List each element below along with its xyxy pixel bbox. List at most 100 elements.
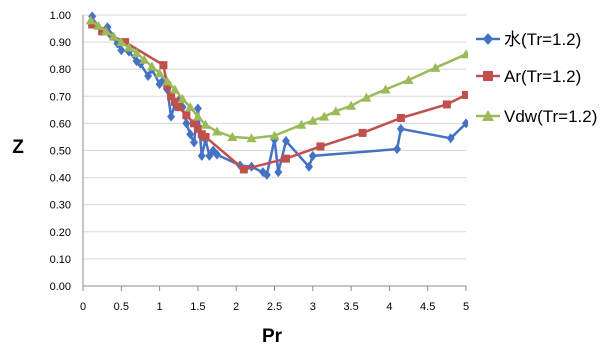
- data-point: [205, 150, 214, 161]
- data-point: [170, 97, 179, 106]
- series-3: [85, 15, 468, 143]
- data-point: [174, 103, 183, 112]
- data-point: [274, 167, 283, 178]
- data-point: [308, 150, 317, 161]
- legend-item-3: Vdw(Tr=1.2): [476, 107, 597, 126]
- data-point: [307, 115, 318, 125]
- data-point: [330, 106, 341, 116]
- x-tick-label: 2: [233, 301, 239, 313]
- x-tick-label: 3.5: [343, 301, 358, 313]
- legend-marker: [483, 71, 493, 81]
- x-tick-label: 5: [463, 301, 469, 313]
- y-tick-label: 0.50: [50, 146, 71, 158]
- data-point: [159, 61, 168, 70]
- data-point: [227, 131, 238, 141]
- data-point: [88, 20, 97, 29]
- series-line: [91, 23, 467, 171]
- legend-marker: [483, 33, 493, 45]
- data-point: [144, 70, 153, 81]
- x-tick-label: 1: [157, 301, 163, 313]
- x-tick-label: 0: [80, 301, 86, 313]
- data-point: [167, 111, 176, 122]
- y-tick-label: 0.40: [50, 173, 71, 185]
- data-point: [461, 49, 468, 59]
- legend-label: Ar(Tr=1.2): [504, 67, 581, 86]
- data-point: [169, 84, 180, 94]
- legend-label: Vdw(Tr=1.2): [504, 107, 597, 126]
- data-point: [163, 81, 172, 90]
- legend-marker: [482, 110, 494, 121]
- data-point: [212, 126, 223, 136]
- data-point: [85, 15, 96, 25]
- gridlines: [83, 14, 466, 287]
- data-point: [185, 102, 196, 112]
- data-point: [193, 103, 202, 114]
- data-point: [296, 119, 307, 129]
- y-tick-label: 1.00: [50, 10, 71, 22]
- data-point: [201, 132, 210, 141]
- data-point: [316, 142, 325, 151]
- x-tick-label: 4: [386, 301, 392, 313]
- series-2: [88, 20, 468, 174]
- data-point: [239, 165, 248, 174]
- data-point: [146, 61, 157, 71]
- data-point: [177, 94, 188, 104]
- data-point: [182, 118, 191, 129]
- y-tick-label: 0.20: [50, 227, 71, 239]
- data-point: [462, 90, 468, 99]
- data-point: [100, 26, 111, 36]
- data-point: [380, 84, 391, 94]
- x-axis-title: Pr: [262, 326, 283, 347]
- data-point: [361, 92, 372, 102]
- y-tick-label: 0.30: [50, 200, 71, 212]
- data-point: [139, 54, 150, 64]
- data-point: [162, 76, 173, 86]
- data-point: [154, 68, 165, 78]
- data-point: [190, 119, 199, 128]
- data-point: [281, 154, 290, 163]
- data-point: [213, 149, 222, 160]
- legend-item-1: 水(Tr=1.2): [476, 30, 581, 49]
- data-point: [200, 119, 211, 129]
- data-point: [123, 42, 134, 52]
- data-point: [393, 144, 402, 155]
- data-point: [246, 133, 257, 143]
- data-point: [93, 20, 104, 30]
- x-tick-label: 2.5: [267, 301, 282, 313]
- data-point: [430, 62, 441, 72]
- y-tick-label: 0.70: [50, 91, 71, 103]
- data-point: [197, 150, 206, 161]
- data-point: [319, 111, 330, 121]
- data-point: [192, 111, 203, 121]
- data-point: [131, 47, 142, 57]
- x-tick-label: 1.5: [190, 301, 205, 313]
- data-point: [186, 129, 195, 140]
- data-point: [396, 123, 405, 134]
- data-point: [182, 111, 191, 120]
- series-line: [90, 16, 467, 177]
- data-point: [269, 130, 280, 140]
- data-point: [442, 100, 451, 109]
- legend-label: 水(Tr=1.2): [504, 30, 581, 49]
- series-1: [88, 11, 468, 180]
- y-tick-label: 0.10: [50, 254, 71, 266]
- data-point: [346, 100, 357, 110]
- data-point: [262, 169, 271, 180]
- data-point: [116, 37, 127, 47]
- y-tick-label: 0.80: [50, 64, 71, 76]
- x-tick-label: 4.5: [420, 301, 435, 313]
- y-tick-label: 0.90: [50, 37, 71, 49]
- data-point: [190, 137, 199, 148]
- data-point: [117, 45, 126, 56]
- data-point: [396, 113, 405, 122]
- legend: 水(Tr=1.2) Ar(Tr=1.2) Vdw(Tr=1.2): [476, 30, 597, 126]
- x-tick-label: 0.5: [114, 301, 129, 313]
- y-axis-title: Z: [12, 137, 24, 158]
- data-point: [403, 75, 414, 85]
- x-tick-label: 3: [310, 301, 316, 313]
- data-point: [446, 133, 455, 144]
- data-point: [108, 31, 119, 41]
- axes: 0.000.100.200.300.400.500.600.700.800.90…: [50, 10, 469, 313]
